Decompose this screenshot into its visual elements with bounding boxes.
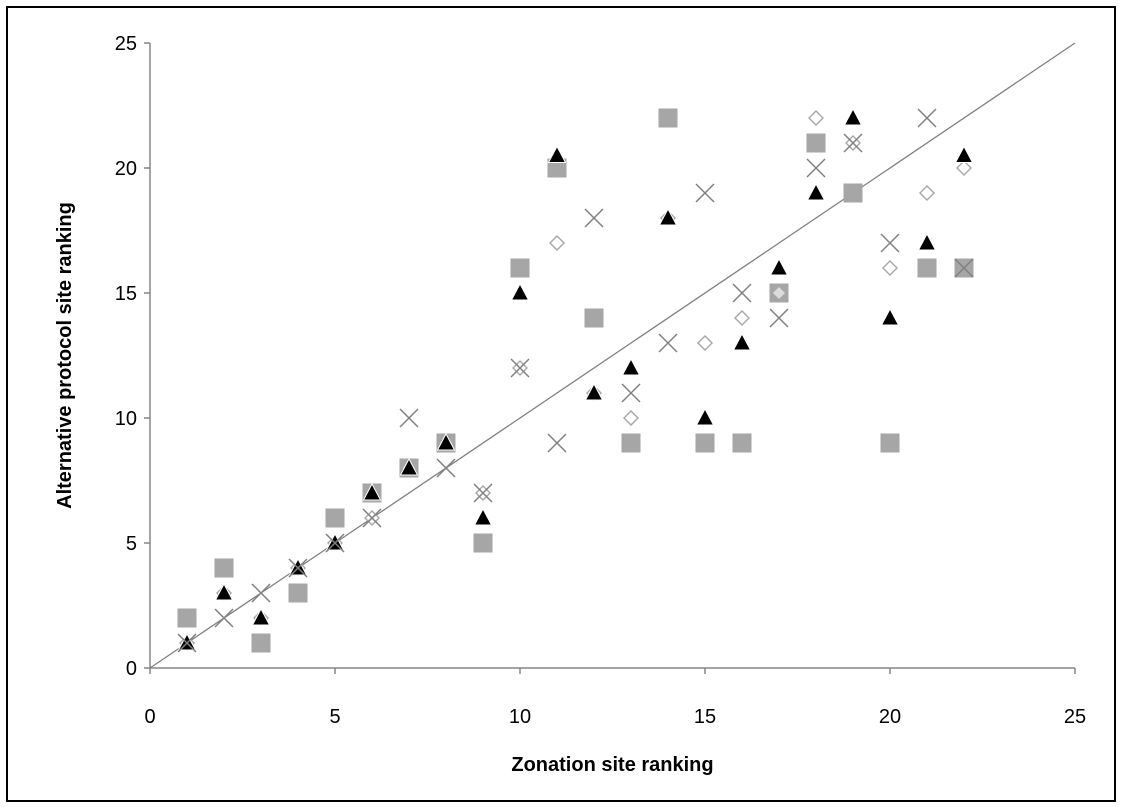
series-triangle <box>177 107 974 651</box>
data-point-square <box>288 583 308 603</box>
chart-frame <box>6 6 1116 802</box>
data-point-triangle <box>584 382 604 401</box>
data-point-triangle <box>362 482 382 501</box>
data-point-cross <box>732 283 752 303</box>
y-axis-title: Alternative protocol site ranking <box>54 202 76 509</box>
data-point-cross <box>547 433 567 453</box>
data-point-cross <box>917 108 937 128</box>
x-tick-label: 20 <box>879 706 901 728</box>
series-square <box>177 108 974 653</box>
x-tick-label: 10 <box>509 706 531 728</box>
data-point-cross <box>695 183 715 203</box>
data-point-square <box>695 433 715 453</box>
data-point-cross <box>880 233 900 253</box>
data-point-triangle <box>880 307 900 326</box>
data-point-cross <box>584 208 604 228</box>
data-point-cross <box>510 358 530 378</box>
data-point-triangle <box>399 457 419 476</box>
data-point-triangle <box>214 582 234 601</box>
data-point-triangle <box>843 107 863 126</box>
data-point-cross <box>473 483 493 503</box>
data-point-cross <box>288 558 308 578</box>
data-point-diamond-open <box>956 160 972 176</box>
series-cross <box>177 108 974 653</box>
data-point-triangle <box>547 145 567 163</box>
y-tick-label: 15 <box>115 283 137 305</box>
data-point-square <box>658 108 678 128</box>
data-point-cross <box>362 508 382 528</box>
data-point-diamond-open <box>734 310 750 326</box>
data-point-cross <box>251 583 271 603</box>
data-point-triangle <box>658 207 678 226</box>
data-point-square <box>806 133 826 153</box>
reference-line <box>149 42 1076 669</box>
series-layer <box>177 107 974 653</box>
y-tick-label: 0 <box>126 658 137 680</box>
data-point-triangle <box>473 507 493 526</box>
data-point-square <box>214 558 234 578</box>
x-tick-label: 15 <box>694 706 716 728</box>
x-tick-label: 5 <box>329 706 340 728</box>
x-axis-ticks: 0 5 10 15 20 25 <box>144 668 1086 728</box>
data-point-square <box>177 608 197 628</box>
data-point-diamond-open <box>882 260 898 276</box>
data-point-triangle <box>621 357 641 376</box>
data-point-square <box>843 183 863 203</box>
data-point-diamond-open <box>919 185 935 201</box>
y-axis-ticks: 0 5 10 15 20 25 <box>115 33 150 680</box>
data-point-square <box>880 433 900 453</box>
data-point-diamond-open <box>808 110 824 126</box>
data-point-square <box>732 433 752 453</box>
data-point-cross <box>658 333 678 353</box>
data-point-diamond-open <box>697 335 713 351</box>
data-point-cross <box>436 458 456 478</box>
data-point-triangle <box>954 145 974 163</box>
data-point-square <box>917 258 937 278</box>
data-point-cross <box>843 133 863 153</box>
data-point-square <box>510 258 530 278</box>
data-point-cross <box>769 308 789 328</box>
data-point-square <box>473 533 493 553</box>
data-point-diamond-open <box>549 235 565 251</box>
data-point-triangle <box>695 407 715 426</box>
data-point-triangle <box>806 182 826 201</box>
y-tick-label: 10 <box>115 408 137 430</box>
x-tick-label: 0 <box>144 706 155 728</box>
data-point-square <box>584 308 604 328</box>
data-point-triangle <box>251 607 271 626</box>
data-point-cross <box>954 258 974 278</box>
data-point-triangle <box>510 282 530 301</box>
data-point-triangle <box>917 232 937 251</box>
data-point-cross <box>806 158 826 178</box>
y-tick-label: 20 <box>115 158 137 180</box>
data-point-triangle <box>732 332 752 351</box>
data-point-triangle <box>436 432 456 451</box>
x-tick-label: 25 <box>1064 706 1086 728</box>
y-tick-label: 25 <box>115 33 137 55</box>
axes <box>149 43 1075 669</box>
data-point-cross <box>399 408 419 428</box>
x-axis-title: Zonation site ranking <box>511 754 713 776</box>
data-point-square <box>325 508 345 528</box>
data-point-square <box>251 633 271 653</box>
data-point-cross <box>621 383 641 403</box>
data-point-cross <box>177 633 197 653</box>
y-tick-label: 5 <box>126 533 137 555</box>
data-point-cross <box>214 608 234 628</box>
data-point-diamond-open <box>623 410 639 426</box>
data-point-square <box>621 433 641 453</box>
data-point-diamond-open <box>771 285 787 301</box>
data-point-square <box>547 158 567 178</box>
data-point-triangle <box>769 257 789 276</box>
data-point-cross <box>325 533 345 553</box>
